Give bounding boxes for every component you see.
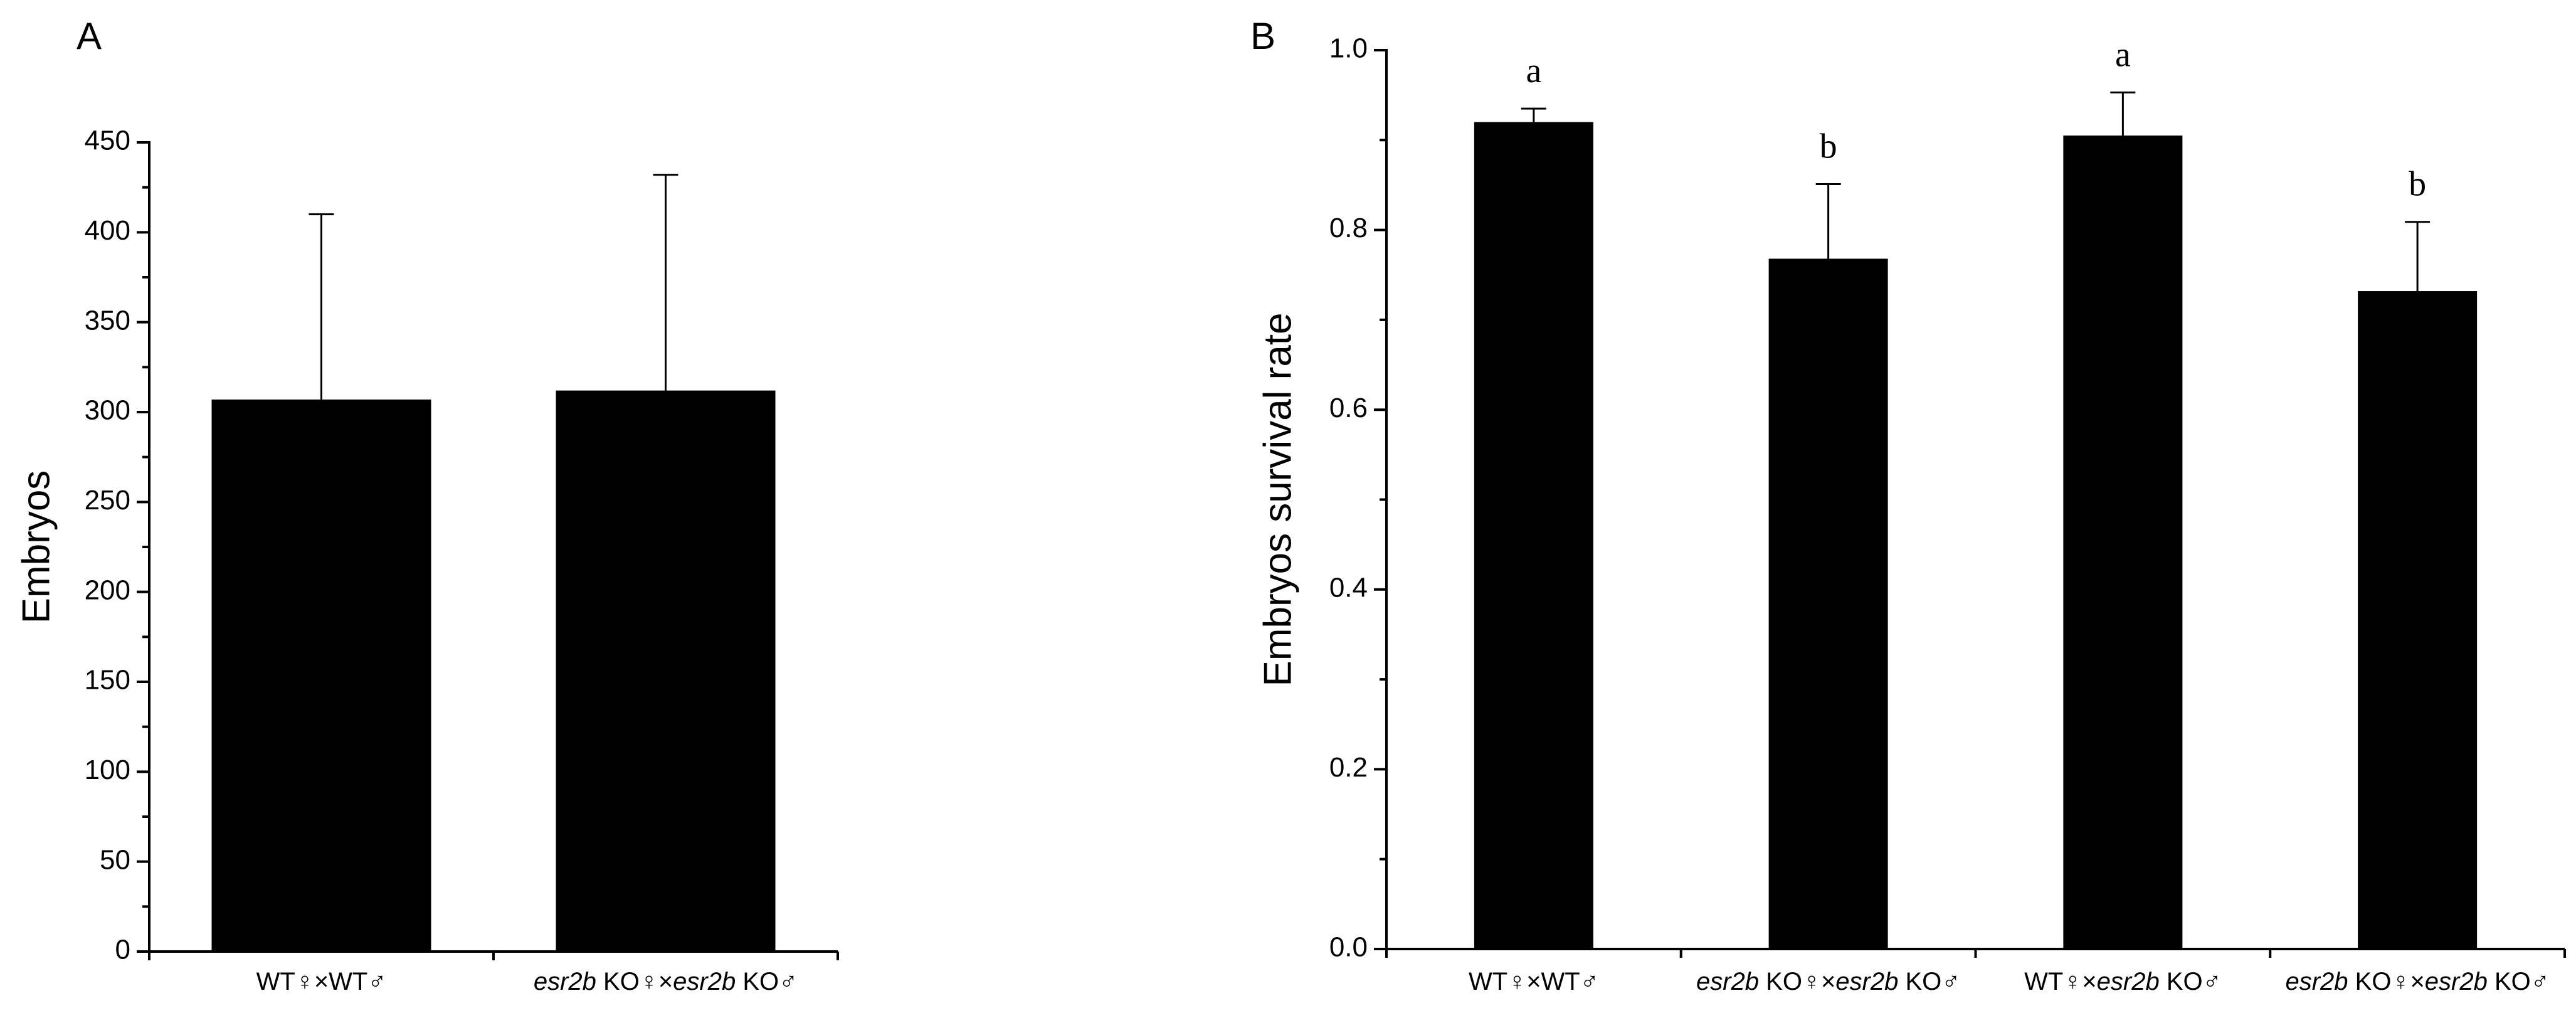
panel-letter: B	[1250, 15, 1275, 57]
x-category-label-part: esr2b	[1696, 968, 1759, 995]
x-category-label-part: esr2b	[534, 968, 596, 995]
x-category-label-part: KO♀×	[1759, 968, 1835, 995]
x-category-label-part: KO♂	[1898, 968, 1960, 995]
y-tick-label: 0.8	[1329, 213, 1368, 243]
x-category-label-part: WT♀×	[2024, 968, 2097, 995]
significance-letter: a	[1526, 51, 1541, 90]
bar	[556, 390, 776, 952]
x-category-label: WT♀×esr2b KO♂	[2024, 968, 2222, 995]
y-tick-label: 150	[85, 665, 130, 696]
y-tick-label: 350	[85, 305, 130, 336]
y-tick-label: 400	[85, 215, 130, 246]
significance-letter: b	[2409, 165, 2426, 204]
x-category-label-part: esr2b	[2097, 968, 2160, 995]
x-category-label-part: KO♂	[2160, 968, 2222, 995]
y-tick-label: 450	[85, 125, 130, 156]
x-category-label-part: KO♀×	[2348, 968, 2425, 995]
x-category-label-part: esr2b	[1835, 968, 1898, 995]
bar	[1768, 258, 1888, 949]
y-tick-label: 250	[85, 485, 130, 516]
significance-letter: b	[1820, 127, 1837, 166]
x-category-label-part: KO♀×	[596, 968, 673, 995]
y-tick-label: 50	[100, 844, 130, 875]
bar	[2063, 135, 2183, 949]
x-category-label-part: KO♂	[2488, 968, 2550, 995]
x-category-label-part: esr2b	[2425, 968, 2488, 995]
x-category-label: WT♀×WT♂	[256, 968, 387, 995]
x-category-label-part: esr2b	[2285, 968, 2348, 995]
x-category-label: esr2b KO♀×esr2b KO♂	[2285, 968, 2549, 995]
x-category-label-part: KO♂	[736, 968, 798, 995]
y-tick-label: 0.4	[1329, 572, 1368, 603]
y-tick-label: 200	[85, 575, 130, 605]
x-category-label-part: esr2b	[673, 968, 736, 995]
y-tick-label: 1.0	[1329, 33, 1368, 64]
y-axis-label: Embryos	[14, 470, 58, 624]
panel-b-chart: B Embryos survival rate 0.0 0.2 0.4 0.6 0.8 1.0…	[1250, 15, 2566, 995]
x-category-label: esr2b KO♀×esr2b KO♂	[534, 968, 798, 995]
y-tick-label: 0.6	[1329, 393, 1368, 423]
y-tick-label: 0.0	[1329, 932, 1368, 963]
x-category-label-part: WT♀×WT♂	[256, 968, 387, 995]
y-tick-label: 0	[115, 935, 130, 965]
bar	[211, 399, 431, 952]
x-category-label-part: WT♀×WT♂	[1469, 968, 1599, 995]
panel-letter: A	[77, 15, 102, 57]
significance-letter: a	[2115, 35, 2131, 74]
y-tick-label: 0.2	[1329, 752, 1368, 783]
x-category-label: esr2b KO♀×esr2b KO♂	[1696, 968, 1960, 995]
x-category-label: WT♀×WT♂	[1469, 968, 1599, 995]
bar	[1474, 122, 1593, 949]
bar	[2358, 291, 2478, 950]
y-tick-label: 100	[85, 755, 130, 785]
panel-a-chart: A Embryos 0 50 100 150 200 250 300 350 400 450 WT♀×W…	[14, 15, 839, 995]
y-tick-label: 300	[85, 395, 130, 426]
y-axis-label: Embryos survival rate	[1256, 312, 1299, 686]
